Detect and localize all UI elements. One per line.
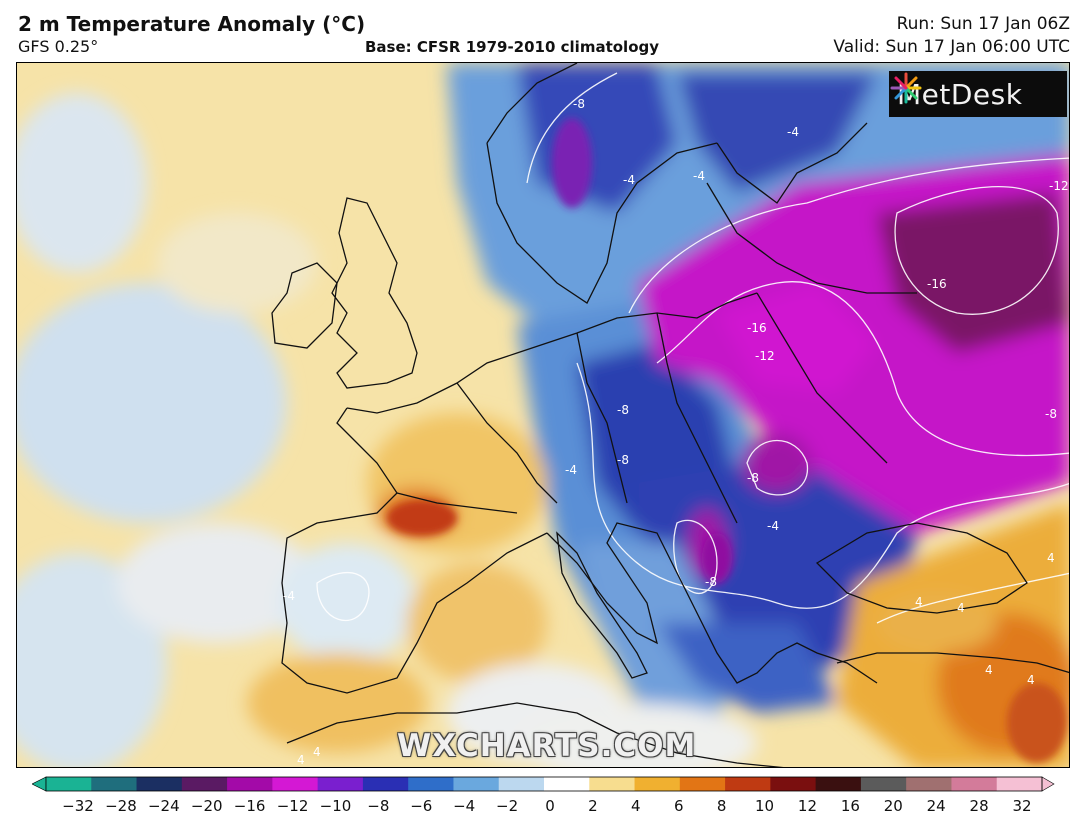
colorbar-min-arrow [32, 776, 47, 792]
contour-label: -4 [565, 463, 577, 477]
colorbar-swatch [725, 777, 771, 791]
colorbar-tick-label: −8 [367, 797, 390, 815]
contour-label: 4 [985, 663, 993, 677]
contour-label: -16 [747, 321, 767, 335]
colorbar-tick-label: 8 [716, 797, 727, 815]
colorbar-swatch [860, 777, 907, 791]
colorbar-swatch [181, 777, 228, 791]
colorbar-tick-label: 32 [1012, 797, 1032, 815]
colorbar-swatch [589, 777, 636, 791]
contour-label: -8 [573, 97, 585, 111]
chart-title: 2 m Temperature Anomaly (°C) [18, 12, 366, 36]
colorbar-tick-label: 0 [545, 797, 555, 815]
colorbar-swatch [679, 777, 726, 791]
metdesk-logo: MetDesk [889, 71, 1067, 117]
colorbar-swatch [996, 777, 1043, 791]
colorbar-tick-label: −6 [410, 797, 433, 815]
metdesk-logo-text: MetDesk [897, 77, 1023, 111]
contour-label: -4 [283, 589, 295, 603]
colorbar-tick-label: 2 [588, 797, 598, 815]
colorbar-tick-label: −28 [105, 797, 137, 815]
colorbar-frame [45, 776, 1043, 792]
colorbar-swatch [408, 777, 454, 791]
colorbar-swatch [453, 777, 500, 791]
contour-label: 4 [313, 745, 321, 759]
colorbar-tick-label: 16 [840, 797, 860, 815]
contour-label: -4 [787, 125, 799, 139]
colorbar-tick-label: −16 [233, 797, 266, 815]
colorbar-swatch [272, 777, 319, 791]
color-scale-bar [32, 776, 1055, 792]
contour-label: -4 [623, 173, 635, 187]
colorbar-swatch [770, 777, 817, 791]
run-time-label: Run: Sun 17 Jan 06Z [896, 14, 1070, 34]
contour-label: -4 [767, 519, 779, 533]
contour-label: -12 [755, 349, 775, 363]
contour-label: 4 [1047, 551, 1055, 565]
wxcharts-watermark: WXCHARTS.COM [397, 728, 697, 764]
colorbar-swatch [227, 777, 273, 791]
colorbar-tick-label: 12 [797, 797, 817, 815]
anomaly-map: -8 -4 -4 -4 -12 -16 -16 -12 -8 -8 -8 -8 … [16, 62, 1070, 768]
colorbar-swatch [136, 777, 183, 791]
colorbar-tick-label: 6 [673, 797, 684, 815]
colorbar-tick-label: −24 [147, 797, 180, 815]
colorbar-swatch [951, 777, 998, 791]
colorbar-tick-label: −32 [62, 797, 94, 815]
colorbar-swatch [362, 777, 409, 791]
contour-label: -8 [617, 453, 629, 467]
colorbar-tick-label: 28 [969, 797, 989, 815]
colorbar-tick-label: −10 [319, 797, 352, 815]
colorbar-swatch [498, 777, 545, 791]
climatology-base-label: Base: CFSR 1979-2010 climatology [365, 38, 660, 56]
model-label: GFS 0.25° [18, 37, 99, 56]
contour-label: -8 [747, 471, 759, 485]
map-field [17, 63, 1069, 767]
contour-label: -12 [1049, 179, 1069, 193]
contour-label: -4 [693, 169, 705, 183]
colorbar-swatch [317, 777, 364, 791]
contour-label: -8 [1045, 407, 1057, 421]
colorbar-tick-label: −20 [190, 797, 223, 815]
colorbar-tick-label: 24 [926, 797, 946, 815]
contour-label: -8 [617, 403, 629, 417]
colorbar-swatch [906, 777, 952, 791]
metdesk-sunburst-icon [890, 72, 922, 104]
contour-label: 4 [915, 595, 923, 609]
colorbar-swatch [46, 777, 92, 791]
colorbar-swatch [544, 777, 590, 791]
colorbar-tick-label: 4 [631, 797, 641, 815]
colorbar-tick-label: −4 [453, 797, 476, 815]
colorbar-tick-label: 10 [754, 797, 775, 815]
color-scale-ticks: −32 −28 −24 −20 −16 −12 −10 −8 −6 −4 −2 0 2 4 6 8 10 12 16… [32, 797, 1031, 819]
contour-label: -8 [705, 575, 717, 589]
valid-time-label: Valid: Sun 17 Jan 06:00 UTC [833, 37, 1070, 57]
contour-label: 4 [1027, 673, 1035, 687]
colorbar-swatch [634, 777, 681, 791]
contour-label: -16 [927, 277, 947, 291]
contour-label: 4 [297, 753, 305, 767]
colorbar-tick-label: 20 [883, 797, 903, 815]
colorbar-max-arrow [1041, 776, 1055, 792]
colorbar-tick-label: −2 [496, 797, 519, 815]
colorbar-swatch [91, 777, 138, 791]
contour-label: 4 [957, 601, 965, 615]
colorbar-swatch [815, 777, 862, 791]
colorbar-tick-label: −12 [276, 797, 309, 815]
